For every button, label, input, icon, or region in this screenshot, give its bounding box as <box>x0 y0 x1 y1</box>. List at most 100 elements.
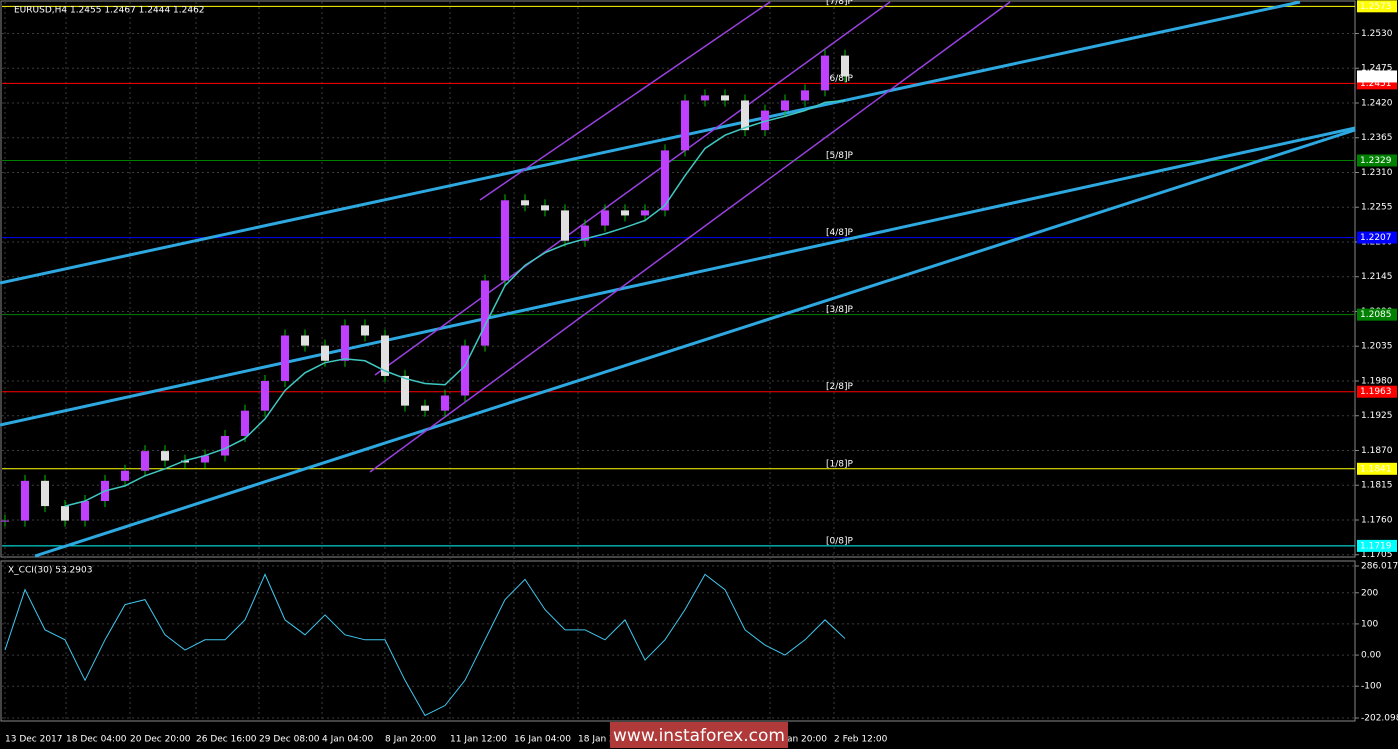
price-box-label: 1.1719 <box>1360 541 1392 551</box>
candle <box>321 345 329 361</box>
candle <box>401 375 409 406</box>
y-tick-label: -202.098 <box>1361 714 1398 724</box>
price-box <box>1357 308 1397 321</box>
cci-title: X_CCI(30) 53.2903 <box>8 566 92 576</box>
x-tick-label: 29 Dec 08:00 <box>259 735 320 745</box>
y-tick-label: 100 <box>1361 619 1378 629</box>
main-frame <box>0 0 1356 558</box>
candle <box>741 100 749 131</box>
price-box-label: 1.2573 <box>1360 2 1392 12</box>
candle <box>441 395 449 411</box>
y-tick-label: 1.1705 <box>1361 550 1393 560</box>
x-tick-label: 11 Jan 12:00 <box>450 735 507 745</box>
regression-line <box>374 1 891 376</box>
candle <box>521 200 529 206</box>
price-box <box>1357 231 1397 244</box>
y-tick-label: 1.2530 <box>1361 29 1393 39</box>
y-tick-label: 1.1815 <box>1361 481 1393 491</box>
price-box <box>1357 0 1397 13</box>
level-label: [0/8]P <box>826 536 854 546</box>
candle <box>601 210 609 226</box>
candle <box>161 451 169 461</box>
candle <box>701 95 709 101</box>
regression-line <box>369 1 1011 473</box>
y-tick-label: 1.2365 <box>1361 133 1393 143</box>
candle <box>61 506 69 521</box>
level-label: [7/8]P <box>826 0 854 7</box>
x-tick-label: 8 Jan 20:00 <box>385 735 437 745</box>
y-tick-label: 0.00 <box>1361 651 1381 661</box>
trend-lines <box>0 0 1356 558</box>
channel-line <box>0 0 1301 285</box>
x-tick-label: 31 Jan 20:00 <box>770 735 827 745</box>
candle <box>481 280 489 346</box>
watermark-box <box>610 722 788 748</box>
candle <box>81 501 89 521</box>
price-box-label: 1.2207 <box>1360 233 1392 243</box>
candle <box>841 55 849 77</box>
candle <box>421 405 429 411</box>
y-tick-label: 1.2420 <box>1361 98 1393 108</box>
y-tick-label: -100 <box>1361 682 1382 692</box>
x-tick-label: 2 Feb 12:00 <box>834 735 888 745</box>
candle <box>281 335 289 381</box>
y-tick-label: 1.2145 <box>1361 272 1393 282</box>
candle <box>341 325 349 361</box>
x-tick-label: 4 Jan 04:00 <box>322 735 374 745</box>
candle <box>181 460 189 463</box>
candle <box>41 480 49 507</box>
x-tick-label: 13 Dec 2017 <box>5 735 63 745</box>
x-tick-label: 26 Dec 16:00 <box>196 735 257 745</box>
price-box-label: 1.2329 <box>1360 156 1392 166</box>
watermark: www.instaforex.com <box>613 726 785 746</box>
regression-line <box>479 1 771 201</box>
y-tick-label: 1.1760 <box>1361 515 1393 525</box>
level-label: [6/8]P <box>826 74 854 84</box>
candle <box>821 55 829 91</box>
price-box <box>1357 154 1397 167</box>
y-tick-label: 1.1870 <box>1361 446 1393 456</box>
level-label: [5/8]P <box>826 151 854 161</box>
candle <box>761 110 769 131</box>
candle <box>361 325 369 336</box>
candle <box>501 200 509 281</box>
level-label: [4/8]P <box>826 228 854 238</box>
level-label: [2/8]P <box>826 382 854 392</box>
candle <box>661 150 669 211</box>
x-tick-label: 18 Dec 04:00 <box>66 735 127 745</box>
candle <box>581 225 589 241</box>
candle <box>641 210 649 216</box>
level-label: [1/8]P <box>826 459 854 469</box>
x-tick-label: 18 Jan 20:00 <box>578 735 635 745</box>
candle <box>721 95 729 101</box>
price-box-label: 1.2451 <box>1360 79 1392 89</box>
y-tick-label: 1.2255 <box>1361 203 1393 213</box>
candle <box>121 470 129 481</box>
y-tick-label: 1.2310 <box>1361 168 1393 178</box>
y-tick-label: 1.2035 <box>1361 342 1393 352</box>
candle <box>561 210 569 241</box>
candle <box>1 520 9 522</box>
candle <box>241 410 249 436</box>
cci-frame <box>0 560 1356 722</box>
price-box-label: 1.1841 <box>1360 464 1392 474</box>
x-tick-label: 16 Jan 04:00 <box>514 735 571 745</box>
y-tick-label: 1.1925 <box>1361 411 1393 421</box>
candle <box>621 210 629 216</box>
x-tick-label: 20 Dec 20:00 <box>130 735 191 745</box>
candle <box>541 205 549 211</box>
candle <box>201 455 209 463</box>
candle <box>261 380 269 411</box>
candle <box>781 100 789 111</box>
price-box-label: 1.1963 <box>1360 387 1392 397</box>
y-tick-label: 1.2475 <box>1361 64 1393 74</box>
candle <box>141 451 149 471</box>
y-tick-label: 1.1980 <box>1361 376 1393 386</box>
channel-line <box>34 128 1356 558</box>
price-box <box>1357 539 1397 552</box>
channel-line <box>0 126 1356 427</box>
candle <box>21 480 29 521</box>
y-tick-label: 200 <box>1361 588 1378 598</box>
